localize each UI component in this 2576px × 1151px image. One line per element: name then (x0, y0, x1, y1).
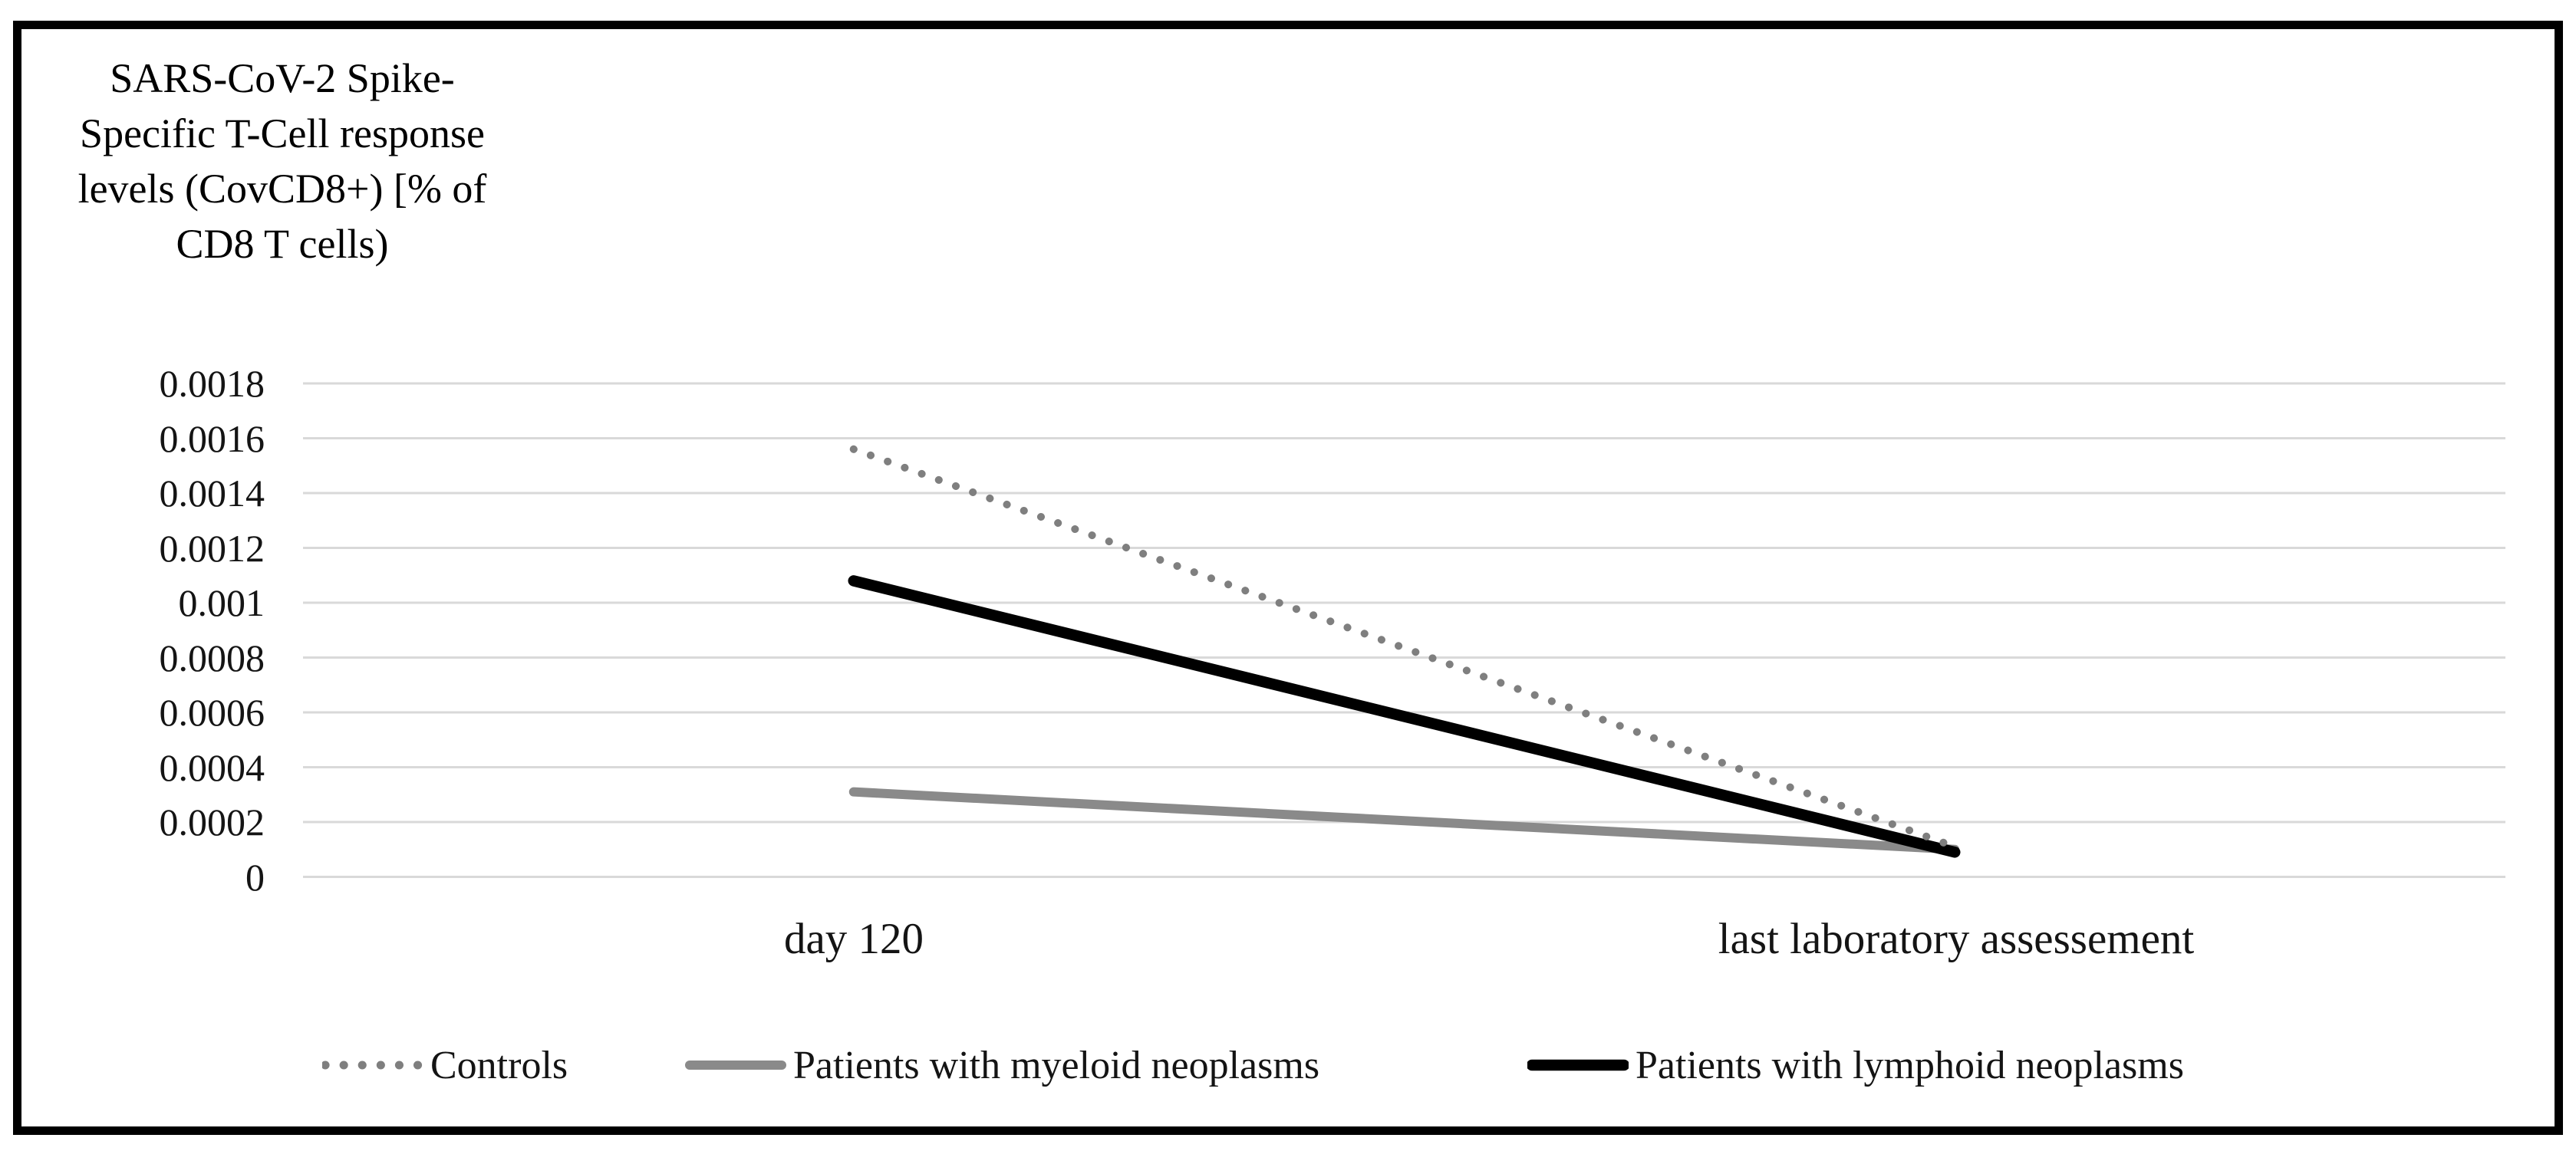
y-tick-label: 0.0018 (159, 362, 265, 405)
y-tick-label: 0.0002 (159, 801, 265, 844)
x-axis-category-last-assessment: last laboratory assessement (1718, 915, 2195, 963)
legend-label-myeloid: Patients with myeloid neoplasms (793, 1043, 1320, 1087)
x-axis-category-day-120: day 120 (783, 915, 924, 963)
legend-item-lymphoid: Patients with lymphoid neoplasms (1527, 1043, 2184, 1087)
y-tick-label: 0.0006 (159, 691, 265, 734)
legend-item-myeloid: Patients with myeloid neoplasms (685, 1043, 1319, 1087)
series-line-patients-with-lymphoid-neoplasms (848, 575, 1961, 858)
chart-title: SARS-CoV-2 Spike- Specific T-Cell respon… (35, 51, 529, 271)
series-line-controls (849, 445, 1959, 851)
y-tick-label: 0.0016 (159, 416, 265, 460)
legend-item-controls: Controls (322, 1043, 568, 1087)
y-tick-label: 0.001 (178, 581, 265, 624)
chart-title-line: SARS-CoV-2 Spike- (110, 55, 455, 101)
series-line-patients-with-myeloid-neoplasms (848, 787, 1960, 854)
legend-label-controls: Controls (430, 1043, 568, 1087)
legend-swatch-black-line (1527, 1059, 1629, 1071)
chart-title-line: Specific T-Cell response (80, 110, 485, 156)
figure-border (13, 21, 2563, 1135)
chart-title-line: CD8 T cells) (176, 221, 389, 267)
legend-swatch-dotted-line (322, 1061, 423, 1070)
y-tick-label: 0.0008 (159, 636, 265, 679)
legend-swatch-gray-line (685, 1061, 786, 1070)
y-tick-label: 0.0014 (159, 472, 265, 515)
y-tick-label: 0 (245, 855, 265, 899)
chart-title-line: levels (CovCD8+) [% of (77, 166, 487, 212)
legend-label-lymphoid: Patients with lymphoid neoplasms (1636, 1043, 2184, 1087)
y-tick-label: 0.0004 (159, 745, 265, 789)
y-tick-label: 0.0012 (159, 526, 265, 570)
